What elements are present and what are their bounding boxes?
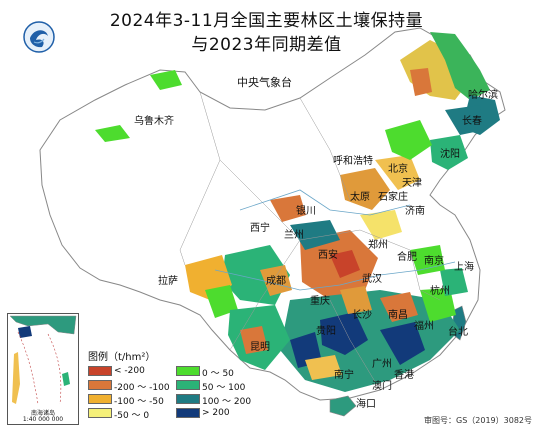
south-china-sea-inset: 南海诸岛 1:40 000 000 [7,313,79,425]
region-north-orange [340,168,390,210]
city-label: 福州 [414,321,434,332]
region-guangxi-yellow [305,355,342,380]
map-title: 2024年3-11月全国主要林区土壤保持量 [109,11,424,31]
city-label: 南宁 [334,370,354,381]
city-label: 长春 [462,116,482,127]
region-xj-green2 [95,125,130,142]
agency-label: 中央气象台 [237,76,292,89]
map-subtitle: 与2023年同期差值 [191,35,342,55]
legend-label: 50 ～ 100 [202,383,246,393]
region-ne-orange [410,68,432,96]
yellow-river [239,189,411,216]
region-yunnan-orange [240,326,268,354]
inset-label: 南海诸岛 [30,410,55,417]
city-label: 太原 [350,192,370,203]
region-liaoning [430,135,468,170]
legend-swatch [176,366,200,376]
city-label: 台北 [448,327,468,338]
legend-label: > 200 [202,408,230,418]
region-xj-green1 [150,70,182,90]
legend-swatch [176,394,200,404]
city-label: 南京 [424,256,444,267]
region-qinling-teal [290,220,340,250]
inset-scale: 1:40 000 000 [22,416,64,423]
region-tibet-east2 [205,285,238,318]
legend-label: 0 ～ 50 [202,369,234,379]
city-label: 贵阳 [316,326,336,337]
region-jilin [445,105,484,135]
legend-label: 100 ～ 200 [202,397,252,407]
city-label: 海口 [356,399,376,410]
region-zhejiang-green [440,268,468,296]
legend-title: 图例（t/hm²） [88,352,156,363]
legend: 图例（t/hm²） < -200 -200 ～ -100 -100 ～ -50 … [84,344,259,424]
city-label: 合肥 [397,252,417,263]
city-label: 成都 [266,276,286,287]
city-label: 武汉 [362,274,382,285]
city-label: 郑州 [368,240,388,251]
city-label: 乌鲁木齐 [134,116,174,127]
city-label: 广州 [372,359,392,370]
city-label: 南昌 [388,310,408,321]
legend-label: -100 ～ -50 [114,397,164,407]
city-label: 北京 [388,164,408,175]
region-fujian-green [420,288,456,322]
legend-swatch [88,380,112,390]
region-hunan-orange [340,286,372,314]
city-label: 石家庄 [378,192,408,203]
legend-label: -200 ～ -100 [114,383,170,393]
city-label: 兰州 [284,230,304,241]
city-label: 上海 [454,262,474,273]
legend-swatch [88,408,112,418]
city-label: 昆明 [250,342,270,353]
inset-map [9,315,77,405]
region-north-yellow [375,155,420,190]
region-ne-green [430,32,490,100]
city-label: 西安 [318,250,338,261]
province-borders [179,91,441,391]
legend-label: < -200 [114,366,145,376]
city-label: 银川 [296,206,316,217]
region-anhui-green [410,245,445,275]
approval-number: 审图号：GS（2019）3082号 [424,416,532,425]
region-south-navy2 [380,322,425,365]
region-central-red [330,250,360,278]
legend-swatch [176,408,200,418]
legend-swatch [88,366,112,376]
city-label: 哈尔滨 [468,90,498,101]
region-south-navy1 [320,312,368,355]
city-label: 长沙 [352,310,372,321]
city-label: 重庆 [310,296,330,307]
city-label: 天津 [402,178,422,189]
legend-swatch [176,380,200,390]
legend-label: -50 ～ 0 [114,411,150,421]
region-ningxia-orange [270,195,306,222]
city-label: 香港 [394,370,414,381]
region-north-green [385,120,432,160]
city-label: 西宁 [250,223,270,234]
city-label: 济南 [405,206,425,217]
city-label: 呼和浩特 [333,156,373,167]
hainan-island [329,395,357,417]
region-henan-yellow [360,210,402,240]
city-label: 澳门 [372,381,392,392]
city-label: 拉萨 [158,276,178,287]
city-label: 沈阳 [440,149,460,160]
yangtze-river [214,261,456,291]
region-jiangxi-orange [380,292,418,322]
cma-logo-icon [23,21,55,53]
legend-swatch [88,394,112,404]
city-label: 杭州 [430,286,450,297]
